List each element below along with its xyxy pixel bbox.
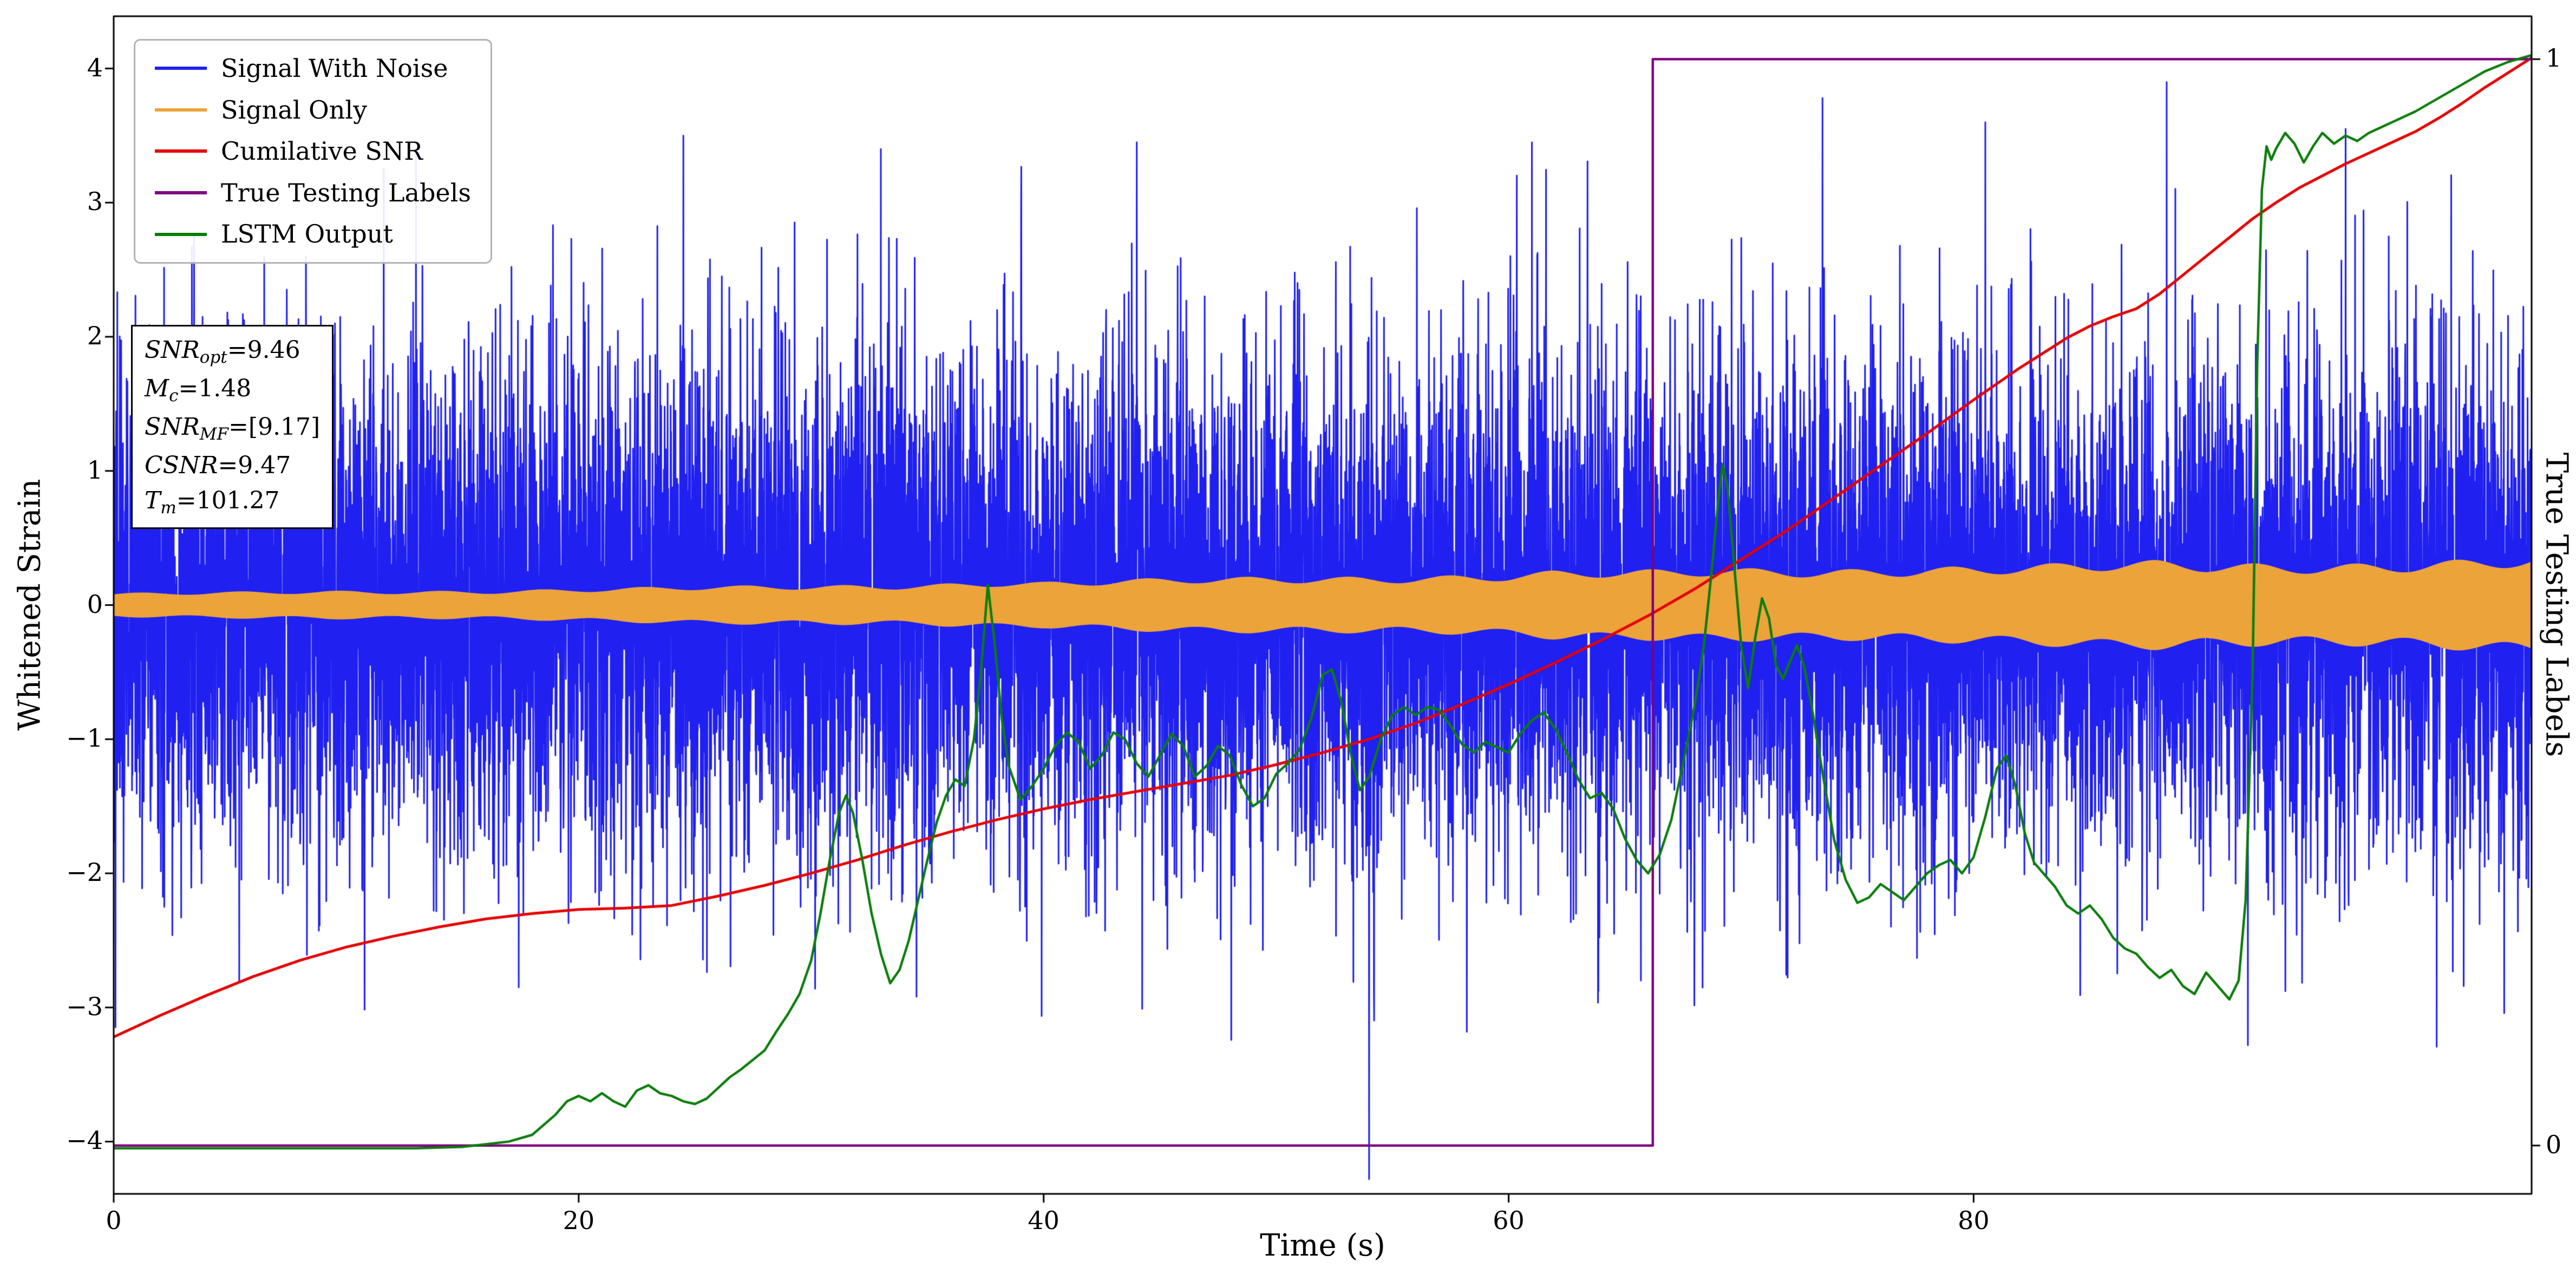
annotation-value: =[9.17] [228,413,321,441]
y-tick-label: −1 [66,723,103,753]
legend-item: LSTM Output [155,220,471,248]
x-tick-label: 80 [1958,1206,1990,1235]
y-tick-label: 0 [87,589,103,619]
annotation-value: =1.48 [178,374,252,402]
y-tick-label: −4 [66,1126,103,1155]
annotation-line: SNRMF=[9.17] [145,411,320,446]
x-axis-label: Time (s) [1260,1228,1385,1263]
legend-label: Signal Only [221,95,368,125]
y2-tick-label: 1 [2546,43,2562,73]
y-tick-label: 3 [87,187,103,217]
legend-line-swatch [155,108,207,112]
y-tick-label: −2 [66,857,103,887]
annotation-subscript: c [169,386,179,406]
y-tick-label: −3 [66,991,103,1021]
y-axis-label-right: True Testing Labels [2539,452,2574,757]
annotation-box: SNRopt=9.46 Mc=1.48 SNRMF=[9.17] CSNR=9.47 T… [131,325,334,529]
x-tick-label: 40 [1028,1206,1060,1235]
legend-line-swatch [155,67,207,70]
x-tick-label: 20 [563,1206,595,1235]
legend-label: LSTM Output [221,219,393,249]
annotation-variable: SNR [145,336,200,364]
annotation-variable: M [145,374,169,402]
legend-item: True Testing Labels [155,179,471,207]
annotation-value: =9.47 [218,451,291,479]
legend-line-swatch [155,149,207,153]
y2-tick-label: 0 [2546,1129,2562,1159]
y-tick-label: 1 [87,455,103,485]
annotation-value: =9.46 [227,336,300,364]
legend-line-swatch [155,232,207,236]
annotation-variable: SNR [145,413,200,441]
annotation-subscript: MF [199,424,229,444]
annotation-line: Mc=1.48 [145,373,320,408]
annotation-value: =101.27 [176,486,280,514]
x-tick-label: 60 [1493,1206,1525,1235]
y-axis-label-left: Whitened Strain [12,479,48,731]
legend-item: Cumilative SNR [155,138,471,165]
legend-item: Signal Only [155,96,471,124]
legend-item: Signal With Noise [155,55,471,82]
y-tick-label: 4 [87,53,103,82]
x-tick-label: 0 [106,1206,122,1235]
legend-label: Cumilative SNR [221,136,423,166]
annotation-variable: T [145,486,161,514]
annotation-line: SNRopt=9.46 [145,334,320,369]
annotation-subscript: opt [199,348,227,367]
annotation-line: CSNR=9.47 [145,449,320,481]
y-tick-label: 2 [87,321,103,350]
annotation-line: Tm=101.27 [145,485,320,520]
legend-line-swatch [155,191,207,195]
legend: Signal With Noise Signal Only Cumilative S… [134,39,492,264]
annotation-subscript: m [160,498,176,518]
legend-label: True Testing Labels [221,178,471,207]
legend-label: Signal With Noise [221,54,448,83]
annotation-variable: CSNR [145,451,218,479]
